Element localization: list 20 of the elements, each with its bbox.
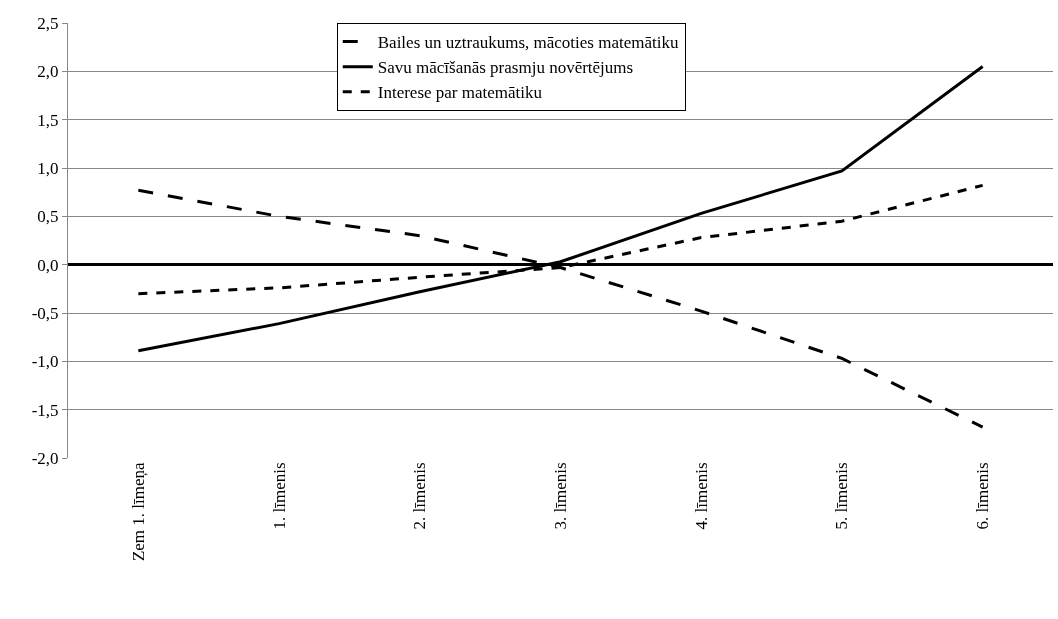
x-tick-label: 6. līmenis <box>973 462 993 530</box>
x-tick-label: 2. līmenis <box>410 462 430 530</box>
x-tick-label: 4. līmenis <box>691 462 711 530</box>
x-tick-label: 5. līmenis <box>832 462 852 530</box>
y-tick-label: 1,0 <box>37 158 59 178</box>
legend-label: Bailes un uztraukums, mācoties matemātiku <box>377 33 679 53</box>
x-tick-label: Zem 1. līmeņa <box>128 461 148 562</box>
y-tick-label: -1,5 <box>31 400 59 420</box>
y-tick-label: 0,0 <box>37 255 59 275</box>
x-tick-label: 3. līmenis <box>551 462 571 530</box>
y-tick-label: 0,5 <box>37 207 59 227</box>
legend-label: Interese par matemātiku <box>377 83 543 103</box>
x-tick-label: 1. līmenis <box>269 462 289 530</box>
y-tick-label: -1,0 <box>31 352 59 372</box>
y-tick-label: 2,5 <box>37 13 59 33</box>
y-tick-label: -0,5 <box>31 303 59 323</box>
y-tick-label: -2,0 <box>31 448 59 468</box>
legend-label: Savu mācīšanās prasmju novērtējums <box>377 58 634 78</box>
y-tick-label: 2,0 <box>37 62 59 82</box>
y-tick-label: 1,5 <box>37 110 59 130</box>
